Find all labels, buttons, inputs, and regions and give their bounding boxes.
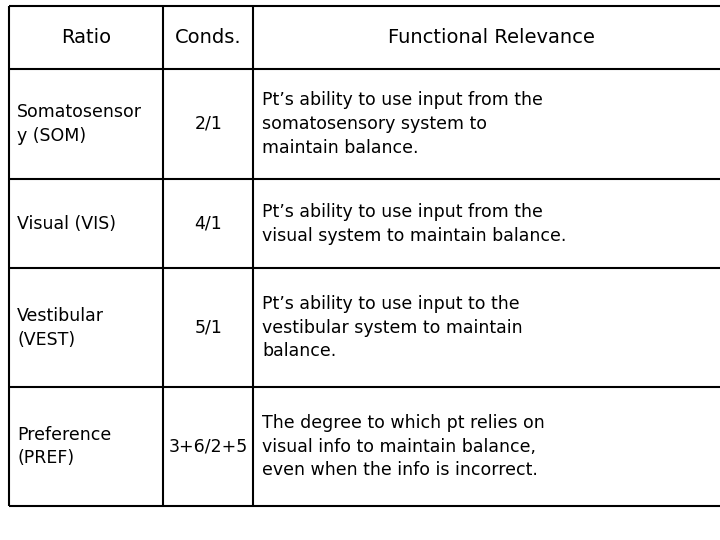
Text: Somatosensor
y (SOM): Somatosensor y (SOM)	[17, 103, 143, 145]
Text: The degree to which pt relies on
visual info to maintain balance,
even when the : The degree to which pt relies on visual …	[262, 414, 545, 479]
Text: Pt’s ability to use input from the
visual system to maintain balance.: Pt’s ability to use input from the visua…	[262, 203, 567, 245]
Text: Pt’s ability to use input from the
somatosensory system to
maintain balance.: Pt’s ability to use input from the somat…	[262, 91, 543, 157]
Text: Visual (VIS): Visual (VIS)	[17, 215, 117, 233]
Text: 3+6/2+5: 3+6/2+5	[168, 437, 248, 456]
Text: Preference
(PREF): Preference (PREF)	[17, 426, 112, 468]
Text: Ratio: Ratio	[61, 28, 111, 47]
Text: Pt’s ability to use input to the
vestibular system to maintain
balance.: Pt’s ability to use input to the vestibu…	[262, 295, 523, 360]
Text: 4/1: 4/1	[194, 215, 222, 233]
Text: 2/1: 2/1	[194, 115, 222, 133]
Text: Functional Relevance: Functional Relevance	[387, 28, 595, 47]
Text: 5/1: 5/1	[194, 319, 222, 337]
Text: Conds.: Conds.	[175, 28, 242, 47]
Text: Vestibular
(VEST): Vestibular (VEST)	[17, 307, 104, 349]
